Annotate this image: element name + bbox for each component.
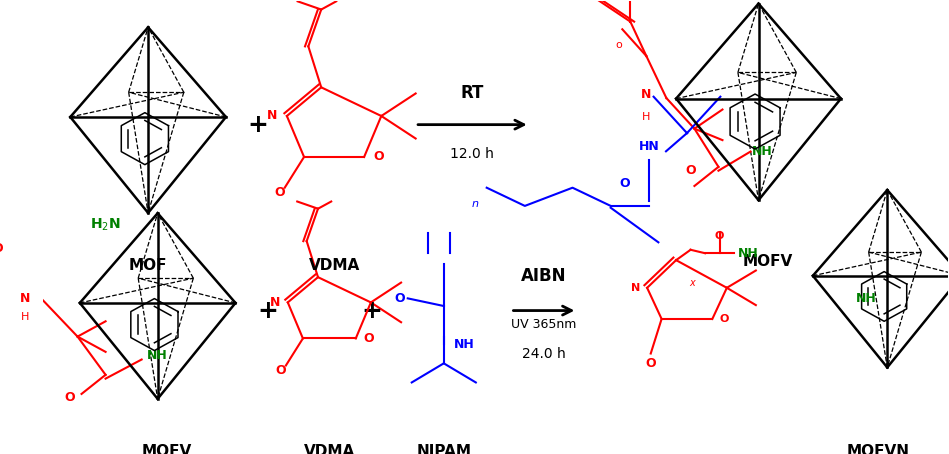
Text: O: O: [65, 391, 75, 404]
Text: O: O: [719, 314, 729, 324]
Text: O: O: [276, 364, 287, 376]
Text: MOFVN: MOFVN: [847, 444, 909, 454]
Text: o: o: [615, 39, 622, 49]
Text: O: O: [274, 186, 286, 199]
Text: NH: NH: [856, 292, 877, 305]
Text: N: N: [631, 283, 641, 293]
Text: H: H: [21, 312, 29, 322]
Text: HN: HN: [639, 140, 660, 153]
Text: NH: NH: [753, 145, 772, 158]
Text: MOFV: MOFV: [142, 444, 193, 454]
Text: +: +: [362, 299, 382, 322]
Text: +: +: [257, 299, 278, 322]
Text: MOF: MOF: [129, 258, 167, 273]
Text: NH: NH: [738, 247, 759, 260]
Text: N: N: [267, 109, 277, 123]
Text: H: H: [642, 112, 650, 122]
Text: NH: NH: [454, 338, 474, 351]
Text: NH: NH: [147, 349, 168, 362]
Text: UV 365nm: UV 365nm: [512, 318, 577, 331]
Text: x: x: [689, 278, 695, 288]
Text: 24.0 h: 24.0 h: [522, 347, 566, 361]
Text: n: n: [472, 199, 478, 209]
Text: O: O: [685, 164, 696, 177]
Text: O: O: [0, 242, 3, 255]
Text: NIPAM: NIPAM: [417, 444, 472, 454]
Text: O: O: [374, 150, 384, 163]
Text: MOFV: MOFV: [743, 254, 793, 269]
Text: +: +: [248, 113, 269, 137]
Text: N: N: [270, 296, 280, 309]
Text: 12.0 h: 12.0 h: [451, 147, 494, 161]
Text: AIBN: AIBN: [521, 267, 567, 285]
Text: RT: RT: [460, 84, 484, 102]
Text: VDMA: VDMA: [308, 258, 360, 273]
Text: N: N: [642, 88, 652, 101]
Text: N: N: [20, 292, 30, 305]
Text: O: O: [363, 332, 374, 345]
Text: O: O: [620, 177, 630, 190]
Text: VDMA: VDMA: [304, 444, 355, 454]
Text: O: O: [645, 357, 656, 370]
Text: O: O: [715, 231, 724, 241]
Text: O: O: [395, 292, 405, 305]
Text: H$_2$N: H$_2$N: [90, 217, 121, 233]
